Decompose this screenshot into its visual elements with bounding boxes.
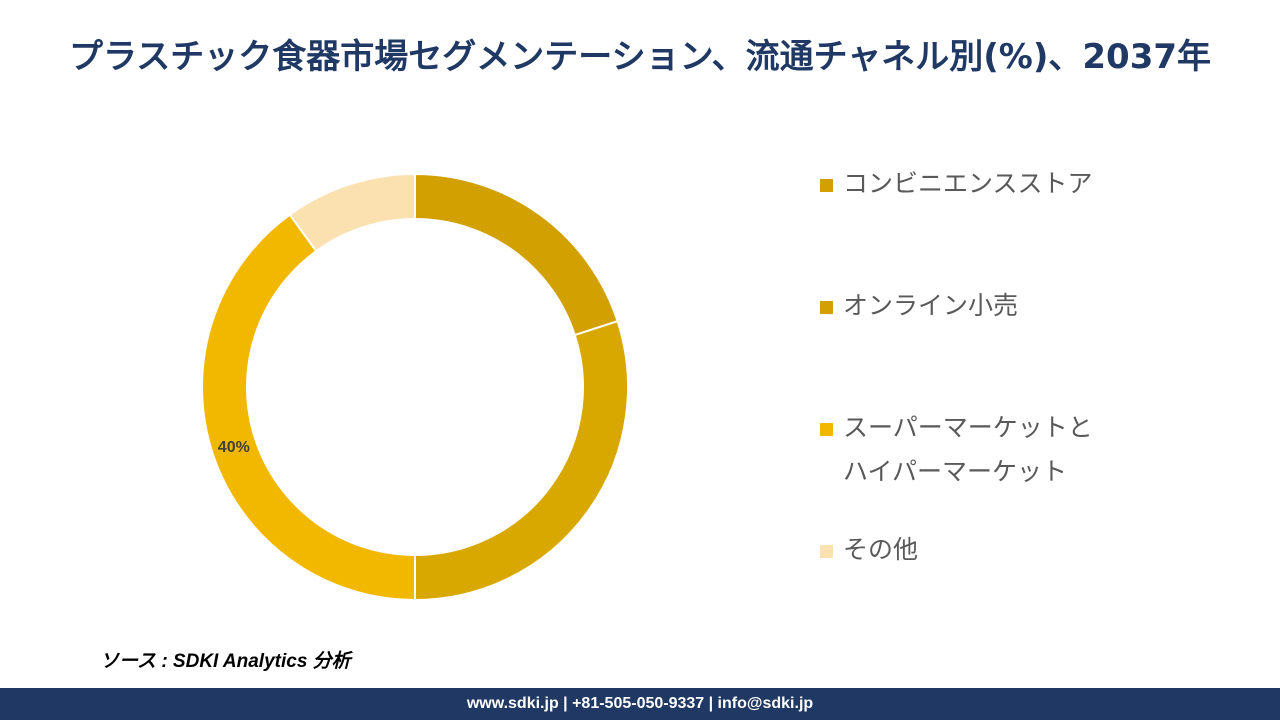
- legend-label-supermarket-line1: スーパーマーケットと: [843, 413, 1093, 442]
- legend-swatch-other: [820, 545, 833, 558]
- legend-item-online: オンライン小売: [820, 284, 1018, 328]
- donut-slice-0: [414, 172, 619, 337]
- legend-label-supermarket-line2: ハイパーマーケット: [843, 457, 1068, 486]
- legend-label-convenience: コンビニエンスストア: [843, 169, 1093, 198]
- legend-item-supermarket: スーパーマーケットと ハイパーマーケット: [820, 406, 1093, 494]
- footer-contact-bar: www.sdki.jp | +81-505-050-9337 | info@sd…: [0, 688, 1280, 720]
- legend-label-supermarket: スーパーマーケットと ハイパーマーケット: [843, 406, 1093, 494]
- legend-item-convenience: コンビニエンスストア: [820, 162, 1093, 206]
- legend-label-online: オンライン小売: [843, 291, 1019, 320]
- legend-swatch-online: [820, 301, 833, 314]
- legend-swatch-convenience: [820, 179, 833, 192]
- donut-slice-3: [288, 172, 416, 253]
- legend-label-other: その他: [843, 535, 919, 564]
- legend-item-other: その他: [820, 528, 918, 572]
- donut-data-label-2: 40%: [218, 439, 250, 456]
- legend-swatch-supermarket: [820, 423, 833, 436]
- source-note: ソース : SDKI Analytics 分析: [100, 651, 351, 672]
- donut-slice-2: [201, 213, 416, 602]
- donut-slice-1: [414, 319, 629, 602]
- donut-chart: 40%: [201, 172, 629, 602]
- chart-title: プラスチック食器市場セグメンテーション、流通チャネル別(%)、2037年: [68, 37, 1212, 77]
